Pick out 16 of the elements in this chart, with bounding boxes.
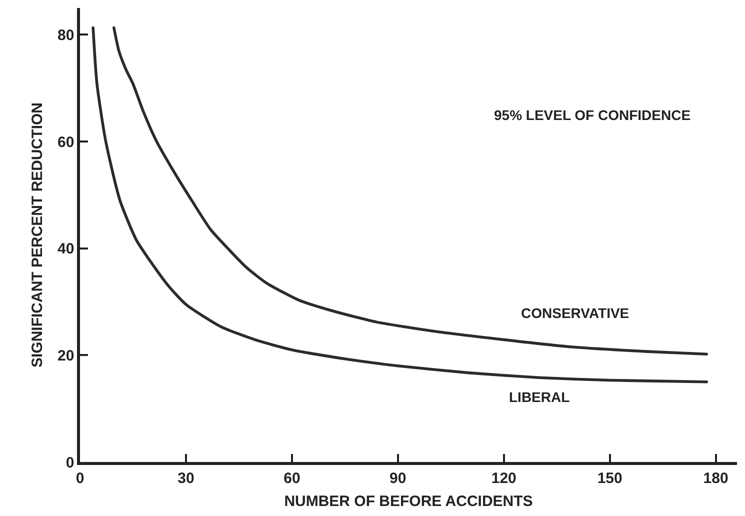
x-axis-title: NUMBER OF BEFORE ACCIDENTS [284,492,533,510]
y-axis-title: SIGNIFICANT PERCENT REDUCTION [28,102,46,368]
x-tick-label: 60 [284,470,300,487]
x-tick-label: 180 [703,470,728,487]
x-tick-label: 30 [178,470,194,487]
series-label: CONSERVATIVE [521,305,630,321]
x-tick-label: 150 [597,470,622,487]
series-label: LIBERAL [509,389,570,405]
y-tick-label: 80 [58,26,74,44]
y-tick-label: 40 [58,240,74,258]
annotation: 95% LEVEL OF CONFIDENCE [494,107,691,123]
x-tick-label: 90 [390,470,406,487]
y-tick-label: 20 [58,347,74,364]
y-tick-label: 0 [66,454,74,472]
y-tick-label: 60 [58,134,74,151]
x-tick-label: 120 [491,470,516,487]
